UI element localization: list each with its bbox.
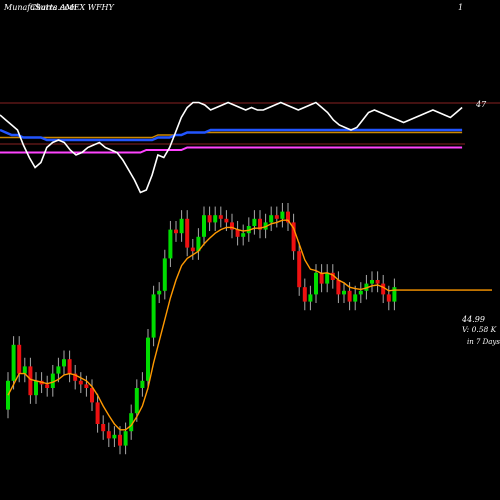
candle-body (280, 211, 285, 219)
candle-body (56, 366, 61, 374)
candle-body (112, 434, 117, 439)
candle-body (196, 236, 201, 252)
indicator-line-0 (0, 101, 463, 194)
candle-body (118, 434, 122, 446)
ema-line (7, 219, 492, 431)
candle-body (381, 283, 386, 295)
page-number: 1 (458, 3, 463, 12)
candle-body (342, 290, 346, 295)
candle-body (123, 431, 128, 446)
candle-body (314, 272, 318, 295)
candle-body (213, 215, 218, 223)
indicator-line-2 (0, 146, 463, 154)
candle-body (207, 215, 212, 223)
candle-body (297, 251, 302, 288)
candle-body (101, 424, 106, 432)
candle-body (162, 258, 167, 291)
candle-body (358, 290, 363, 295)
candle-body (230, 222, 234, 230)
candle-body (347, 290, 352, 302)
candle-body (106, 431, 111, 439)
candle-body (386, 294, 391, 302)
candle-body (11, 344, 16, 381)
candle-body (151, 294, 156, 338)
candle-body (28, 366, 33, 396)
candle-body (308, 294, 313, 302)
candle-body (185, 218, 190, 248)
price-label: 44.99 (461, 315, 485, 324)
candle-body (179, 218, 184, 234)
candle-body (325, 272, 330, 284)
volume-label: V: 0.58 K (462, 325, 497, 334)
candle-body (218, 215, 223, 219)
candle-body (330, 272, 335, 280)
candle-body (375, 280, 380, 284)
candle-body (90, 388, 94, 403)
candle-body (34, 380, 38, 396)
candle-body (134, 388, 139, 414)
candle-body (146, 337, 150, 381)
price-panel (6, 202, 492, 455)
candle-body (73, 373, 78, 381)
candle-body (274, 215, 279, 219)
candle-body (17, 344, 22, 374)
candle-body (224, 218, 229, 223)
candle-body (202, 215, 206, 237)
candle-body (353, 294, 358, 302)
candle-body (62, 359, 66, 367)
candle-body (269, 215, 274, 223)
candle-body (140, 380, 145, 388)
site-title: MunafaSutra.com (3, 3, 77, 12)
candle-body (190, 247, 195, 252)
candle-body (302, 287, 307, 302)
candle-body (84, 384, 89, 388)
candle-body (95, 402, 100, 424)
candle-body (22, 366, 27, 374)
candle-body (78, 380, 83, 385)
candle-body (157, 290, 162, 295)
candle-body (168, 229, 173, 259)
candle-body (392, 287, 397, 302)
candle-body (174, 229, 178, 234)
indicator-line-1 (0, 128, 463, 142)
chart-subtitle: Charts AMEX WFHY (30, 3, 115, 12)
candle-body (291, 222, 296, 252)
candle-body (129, 413, 134, 432)
period-label: in 7 Days (467, 338, 500, 346)
indicator-panel (0, 101, 463, 194)
candle-body (45, 384, 50, 388)
candle-body (370, 280, 374, 284)
candle-body (235, 229, 240, 237)
indicator-line-3 (0, 131, 463, 139)
indicator-level-label: 47 (475, 100, 487, 109)
candle-body (241, 233, 246, 237)
candle-body (67, 359, 72, 374)
candle-body (319, 272, 324, 284)
candle-body (336, 280, 341, 295)
candle-body (286, 211, 290, 223)
candle-body (50, 373, 55, 388)
candle-body (258, 218, 262, 230)
candle-body (252, 218, 257, 226)
